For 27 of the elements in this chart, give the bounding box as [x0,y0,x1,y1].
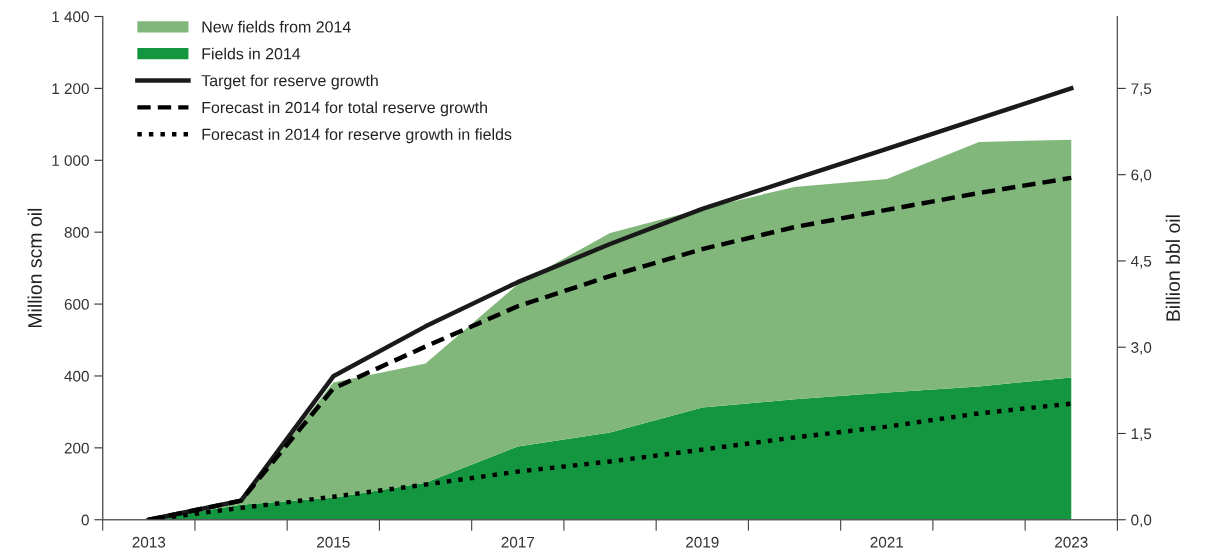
y-tick-label: 400 [64,370,89,382]
y2-tick-label: 4,5 [1130,255,1152,269]
y-tick-label: 800 [64,227,89,238]
y2-tick-label: 1,5 [1131,428,1152,441]
x-tick-label: 2013 [132,536,166,548]
y2-tick-label: 3,0 [1131,342,1152,355]
legend-label: Target for reserve growth [201,74,378,90]
x-tick-label: 2023 [1055,536,1088,548]
y2-tick-label: 0,0 [1131,514,1152,528]
y-tick-label: 1 000 [52,155,89,166]
y-tick-label: 200 [64,442,89,454]
y-tick-label: 1 200 [52,83,89,95]
legend-label: Forecast in 2014 for total reserve growth [202,101,487,117]
y-axis-title: Million scm oil [27,208,42,328]
legend-label: Fields in 2014 [202,47,301,60]
legend-label: Forecast in 2014 for reserve growth in fields [202,128,512,144]
x-tick-label: 2017 [501,536,535,548]
y2-axis-title: Billion bbl oil [1165,215,1180,321]
x-tick-label: 2021 [870,536,904,548]
y2-tick-label: 7,5 [1131,83,1152,96]
y2-tick-label: 6,0 [1131,169,1152,183]
x-tick-label: 2019 [686,536,719,548]
y-tick-label: 1 400 [52,11,89,23]
x-tick-label: 2015 [317,536,350,548]
y-tick-label: 600 [64,298,89,310]
y-tick-label: 0 [81,514,89,526]
legend-label: New fields from 2014 [202,20,351,33]
